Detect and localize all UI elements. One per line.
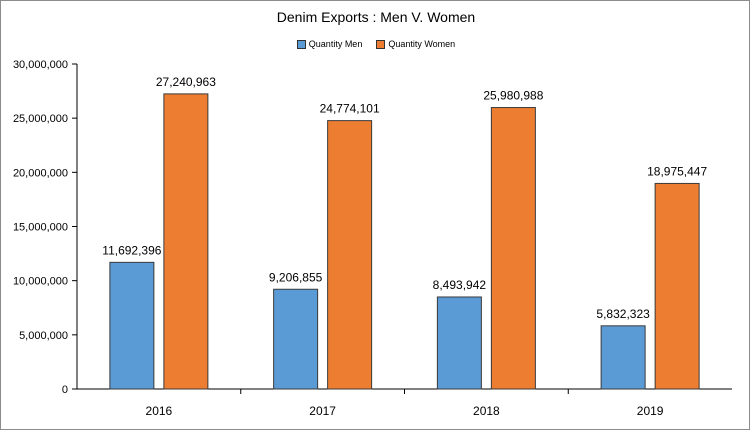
bar-women <box>490 107 536 390</box>
bar-women <box>163 93 209 390</box>
data-label-women: 25,980,988 <box>483 89 543 103</box>
chart-title: Denim Exports : Men V. Women <box>276 9 476 25</box>
y-tick-label: 25,000,000 <box>13 113 68 125</box>
y-tick-label: 10,000,000 <box>13 276 68 288</box>
data-label-men: 11,692,396 <box>102 243 161 257</box>
x-tick-label: 2017 <box>309 404 336 418</box>
bar-men <box>109 261 155 390</box>
y-tick-label: 20,000,000 <box>13 167 68 179</box>
bar-men <box>600 325 646 390</box>
data-label-men: 5,832,323 <box>596 307 650 321</box>
bar-men <box>273 288 319 390</box>
data-label-men: 8,493,942 <box>433 278 487 292</box>
legend-swatch-men <box>296 39 306 49</box>
y-tick-label: 30,000,000 <box>13 59 68 71</box>
legend: Quantity Men Quantity Women <box>1 39 750 49</box>
x-tick-label: 2019 <box>637 404 664 418</box>
bar-women <box>327 120 373 390</box>
y-tick-label: 15,000,000 <box>13 222 68 234</box>
data-label-men: 9,206,855 <box>269 270 323 284</box>
legend-entry-men: Quantity Men <box>296 39 363 49</box>
bar-men <box>436 296 482 390</box>
y-tick-label: 5,000,000 <box>19 330 68 342</box>
x-tick-label: 2018 <box>473 404 500 418</box>
data-label-women: 24,774,101 <box>320 102 380 116</box>
legend-entry-women: Quantity Women <box>376 39 455 49</box>
y-tick-label: 0 <box>62 384 68 396</box>
x-tick-label: 2016 <box>146 404 173 418</box>
data-label-women: 18,975,447 <box>647 164 707 178</box>
legend-label-women: Quantity Women <box>388 39 456 49</box>
legend-label-men: Quantity Men <box>308 39 363 49</box>
bar-women <box>654 182 700 390</box>
data-label-women: 27,240,963 <box>156 75 216 89</box>
legend-swatch-women <box>376 39 386 49</box>
